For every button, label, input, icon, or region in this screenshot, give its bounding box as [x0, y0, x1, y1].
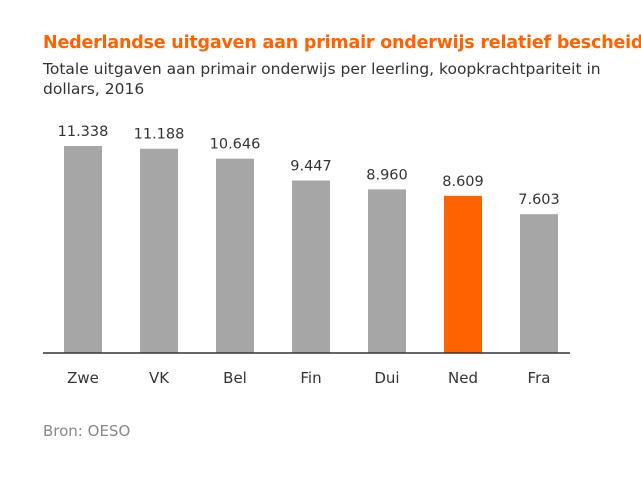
category-label-dui: Dui	[374, 369, 399, 387]
bar-ned	[444, 195, 482, 353]
category-label-vk: VK	[149, 369, 170, 387]
bar-vk	[140, 148, 178, 353]
bar-bel	[216, 158, 254, 353]
bar-dui	[368, 189, 406, 353]
category-label-fin: Fin	[300, 369, 321, 387]
category-label-zwe: Zwe	[67, 369, 99, 387]
category-label-bel: Bel	[223, 369, 247, 387]
bar-fin	[292, 180, 330, 353]
category-label-fra: Fra	[528, 369, 551, 387]
value-label-ned: 8.609	[442, 174, 484, 190]
chart-subtitle: Totale uitgaven aan primair onderwijs pe…	[43, 60, 601, 98]
value-label-dui: 8.960	[366, 167, 408, 183]
bar-zwe	[64, 146, 102, 353]
bar-fra	[520, 214, 558, 353]
value-label-vk: 11.188	[134, 127, 185, 143]
value-label-fra: 7.603	[518, 192, 560, 208]
category-label-ned: Ned	[448, 369, 478, 387]
chart-title: Nederlandse uitgaven aan primair onderwi…	[43, 33, 641, 53]
value-label-zwe: 11.338	[58, 124, 109, 140]
value-label-fin: 9.447	[290, 159, 332, 175]
value-label-bel: 10.646	[210, 137, 261, 153]
source-note: Bron: OESO	[43, 422, 131, 440]
